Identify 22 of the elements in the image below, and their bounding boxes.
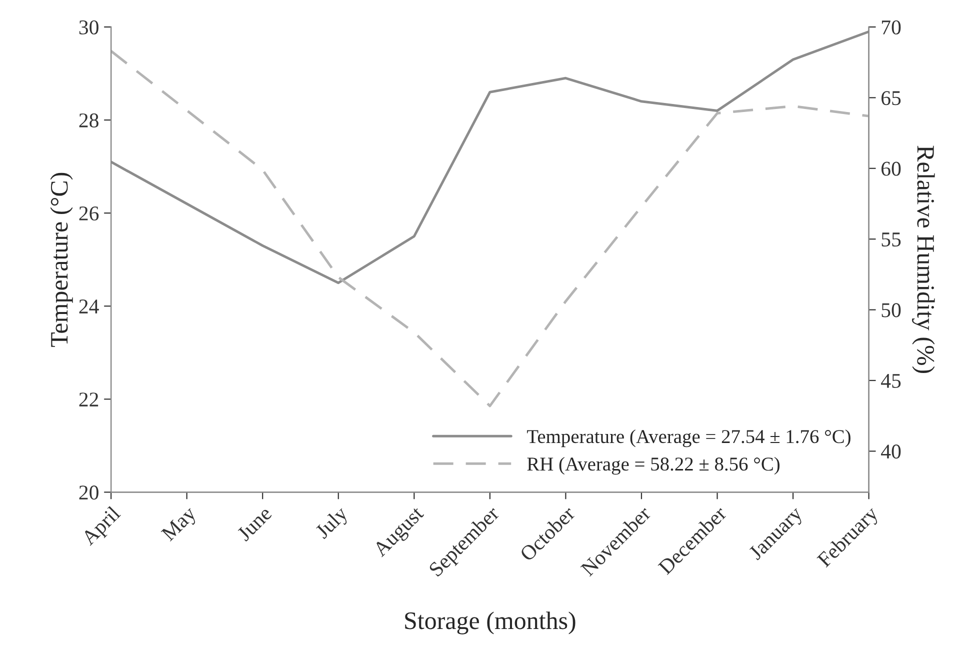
line-series bbox=[111, 50, 869, 408]
y2-tick-label: 65 bbox=[882, 91, 901, 106]
y-tick-label: 30 bbox=[79, 20, 98, 34]
y2-tick-label: 60 bbox=[882, 162, 901, 176]
legend-label: Temperature (Average = 27.54 ± 1.76 °C) bbox=[527, 429, 850, 448]
legend-label: RH (Average = 58.22 ± 8.56 °C) bbox=[527, 456, 780, 475]
y2-axis-title: Relative Humidity (%) bbox=[912, 146, 935, 374]
y-tick-label: 22 bbox=[79, 392, 98, 406]
y-tick-label: 20 bbox=[79, 486, 98, 500]
y-axis-title: Temperature (°C) bbox=[50, 172, 73, 347]
y2-tick-label: 70 bbox=[882, 20, 901, 34]
y2-tick-label: 55 bbox=[882, 232, 901, 247]
x-axis-title: Storage (months) bbox=[405, 612, 576, 634]
y-tick-label: 24 bbox=[79, 300, 99, 314]
x-tick-label: July bbox=[314, 504, 352, 542]
x-tick-label: June bbox=[236, 506, 272, 542]
y2-tick-label: 40 bbox=[881, 444, 901, 459]
y-tick-label: 26 bbox=[79, 206, 99, 220]
y2-tick-label: 45 bbox=[881, 374, 901, 388]
x-tick-label: May bbox=[160, 505, 200, 545]
y2-tick-label: 50 bbox=[882, 303, 901, 318]
y-tick-label: 28 bbox=[79, 113, 98, 128]
